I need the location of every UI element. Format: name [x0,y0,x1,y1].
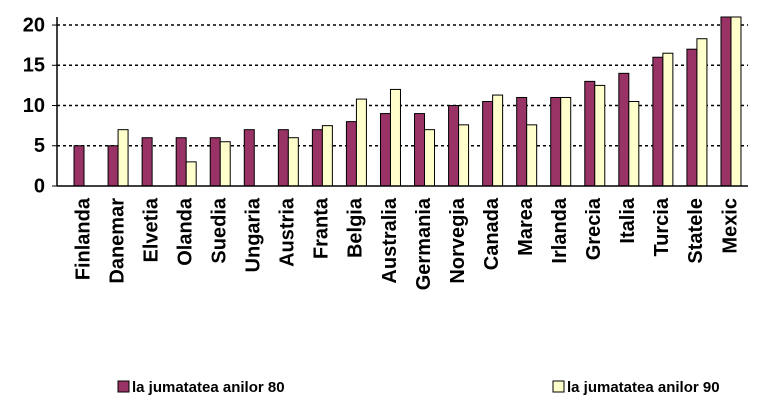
bar [720,16,732,187]
bar [458,124,470,187]
bar [448,105,460,187]
legend-swatch [552,380,565,393]
legend-label: la jumatatea anilor 80 [132,379,285,396]
x-tick-label: Ungaria [243,197,265,272]
y-tick-label: 15 [23,55,45,77]
x-tick-label: Italia [617,197,639,243]
bar [696,38,708,187]
bar [107,145,119,187]
y-tick-label: 5 [34,135,45,157]
x-tick-label: Mexic [719,198,741,254]
x-tick-label: Marea [515,197,537,256]
bar [73,145,85,187]
x-tick-label: Germania [413,197,435,290]
x-tick-label: Franta [311,197,333,259]
bar [584,80,596,187]
bar [345,121,357,187]
bar [652,56,664,187]
bar [355,98,367,187]
bar [389,88,401,187]
bar [209,137,221,187]
bar [628,101,640,187]
bar [379,113,391,187]
bar [243,129,255,187]
bar [550,96,562,187]
x-tick-label: Irlanda [549,197,571,263]
bar [117,129,129,187]
bar [277,129,289,187]
bar [185,161,197,187]
bar [321,125,333,187]
bar [219,141,231,187]
x-tick-label: Suedia [209,197,231,263]
x-tick-label: Grecia [583,197,605,260]
y-tick-label: 0 [34,175,45,197]
bar [414,113,426,187]
bar [594,84,606,187]
x-tick-label: Canada [481,197,503,270]
x-tick-label: Norvegia [447,197,469,283]
y-tick-label: 10 [23,95,45,117]
x-tick-label: Elvetia [140,197,162,262]
bar [730,16,742,187]
y-tick-label: 20 [23,14,45,36]
bar [287,137,299,187]
x-tick-label: Olanda [174,197,196,266]
bar [618,72,630,187]
bar [492,94,504,187]
x-tick-label: Australia [379,197,401,283]
x-tick-label: Austria [277,197,299,267]
bar [560,96,572,187]
bar [141,137,153,187]
x-tick-label: Danemar [106,198,128,284]
bar [175,137,187,187]
bar [516,96,528,187]
x-tick-label: Belgia [345,197,367,258]
bar [686,48,698,187]
bar [311,129,323,187]
bar [662,52,674,187]
bar [482,101,494,187]
x-tick-label: Statele [685,198,707,264]
x-tick-label: Turcia [651,197,673,256]
bar [526,124,538,187]
legend-swatch [117,380,130,393]
x-tick-label: Finlanda [72,197,94,280]
bar [424,129,436,187]
legend-label: la jumatatea anilor 90 [567,379,720,396]
